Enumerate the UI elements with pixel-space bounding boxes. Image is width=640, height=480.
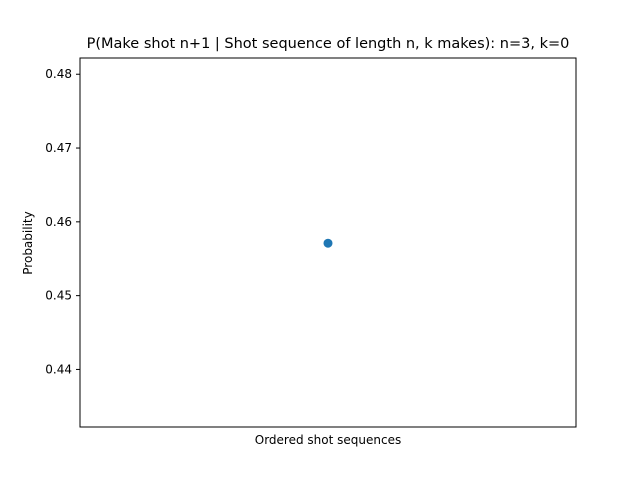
y-axis-label: Probability bbox=[21, 211, 35, 274]
y-tick-label: 0.44 bbox=[45, 362, 72, 376]
data-point bbox=[323, 238, 333, 248]
y-tick-label: 0.47 bbox=[45, 141, 72, 155]
y-tick-label: 0.45 bbox=[45, 289, 72, 303]
y-axis-ticks: 0.44 0.45 0.46 0.47 0.48 bbox=[45, 67, 80, 376]
y-tick-label: 0.48 bbox=[45, 67, 72, 81]
chart-title: P(Make shot n+1 | Shot sequence of lengt… bbox=[87, 36, 570, 52]
data-points bbox=[323, 238, 333, 248]
x-axis-label: Ordered shot sequences bbox=[255, 433, 401, 447]
y-tick-label: 0.46 bbox=[45, 215, 72, 229]
